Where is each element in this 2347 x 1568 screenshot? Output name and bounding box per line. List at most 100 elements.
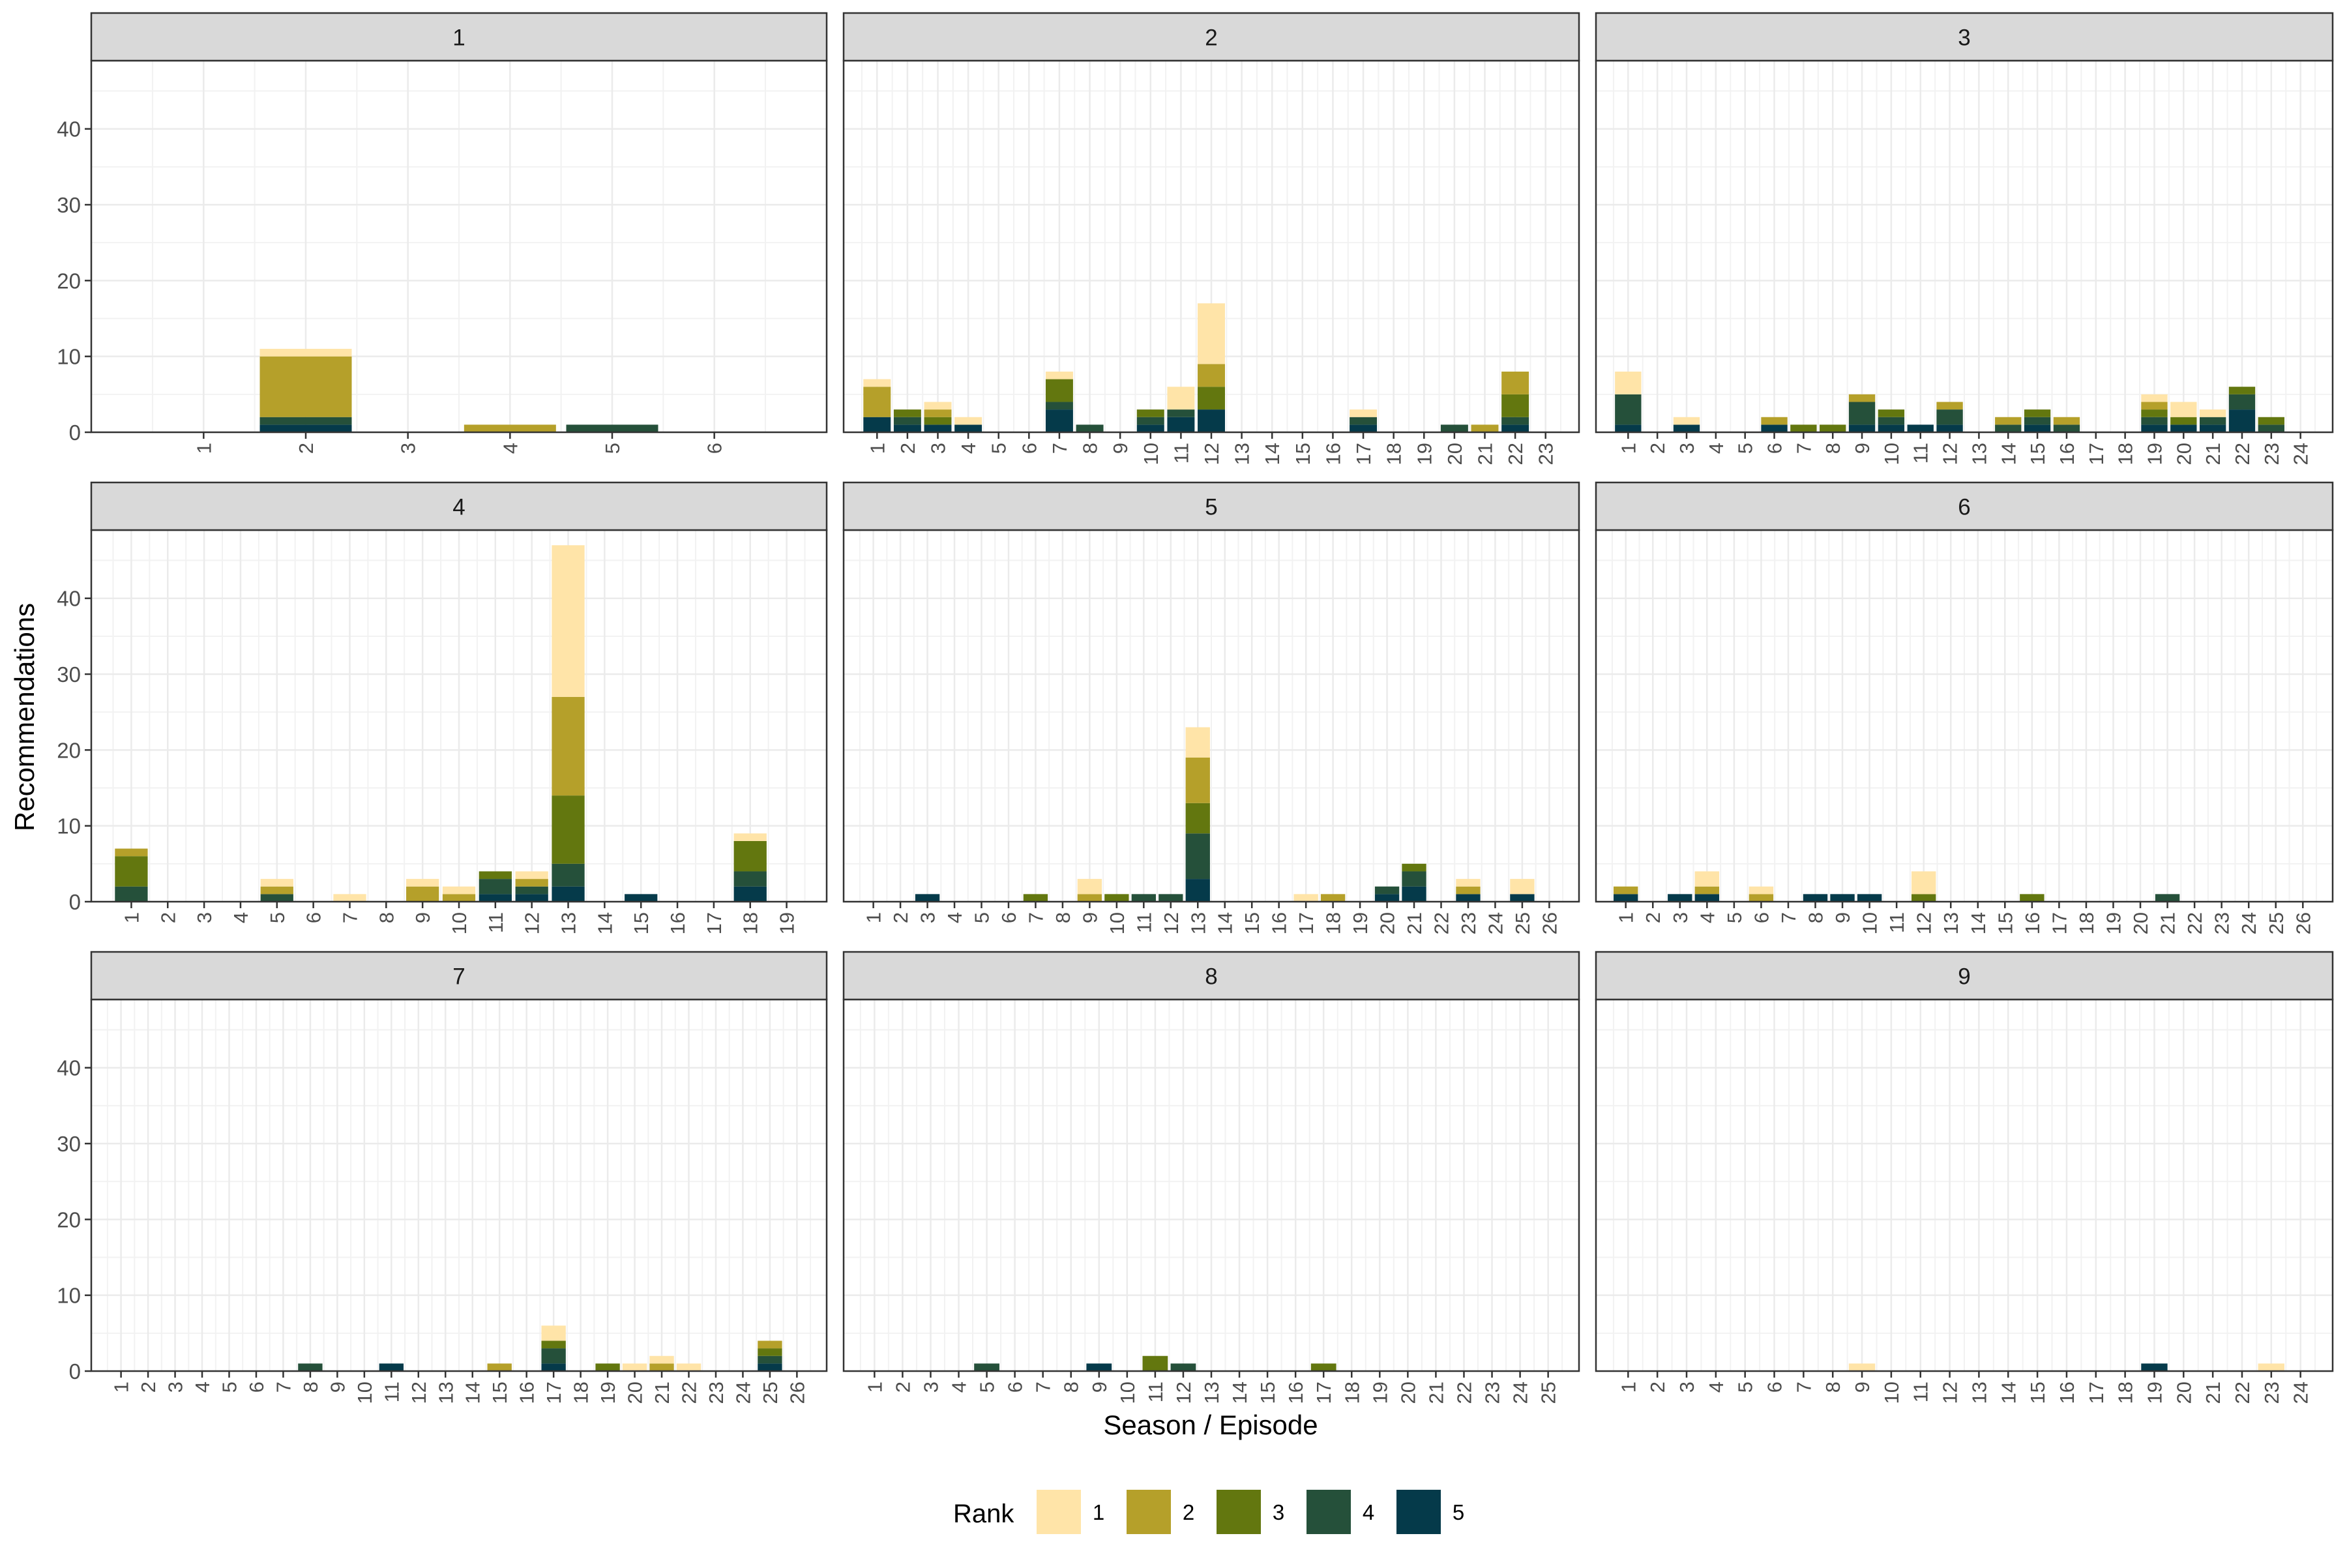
bar-ep9-rank1 bbox=[406, 879, 439, 887]
x-tick-label: 13 bbox=[1968, 443, 1990, 465]
x-tick-label: 9 bbox=[411, 912, 434, 923]
bar-ep15-rank3 bbox=[2024, 409, 2051, 417]
bar-ep9-rank1 bbox=[1077, 879, 1102, 895]
bar-ep21-rank1 bbox=[649, 1355, 674, 1364]
x-tick-label: 6 bbox=[997, 912, 1020, 923]
x-tick-label: 1 bbox=[192, 443, 215, 454]
bar-ep10-rank5 bbox=[1136, 424, 1164, 432]
x-tick-label: 11 bbox=[1910, 1382, 1932, 1402]
bar-ep13-rank3 bbox=[552, 795, 585, 864]
x-tick-label: 1 bbox=[120, 912, 143, 923]
x-tick-label: 8 bbox=[375, 912, 398, 923]
y-tick-label: 40 bbox=[57, 117, 81, 141]
bar-ep12-rank1 bbox=[1198, 303, 1225, 364]
bar-ep4-rank5 bbox=[1694, 894, 1720, 902]
legend: Rank 1 2 3 4 5 bbox=[953, 1490, 1464, 1534]
x-tick-label: 9 bbox=[1851, 1382, 1874, 1393]
x-tick-label: 19 bbox=[1368, 1382, 1391, 1404]
bar-ep20-rank1 bbox=[2170, 402, 2197, 417]
x-tick-label: 13 bbox=[1187, 912, 1209, 934]
x-tick-label: 2 bbox=[896, 443, 919, 454]
bar-ep25-rank4 bbox=[758, 1355, 782, 1364]
bar-ep3-rank3 bbox=[924, 417, 952, 425]
y-tick-label: 20 bbox=[57, 1207, 81, 1232]
bar-ep25-rank5 bbox=[1510, 894, 1535, 902]
bar-ep3-rank1 bbox=[924, 402, 952, 410]
bar-ep6-rank2 bbox=[1749, 894, 1774, 902]
bar-ep12-rank1 bbox=[1911, 871, 1936, 895]
x-tick-label: 16 bbox=[516, 1382, 539, 1404]
x-tick-label: 5 bbox=[988, 443, 1011, 454]
strip-background bbox=[842, 951, 1580, 1001]
bar-ep6-rank2 bbox=[1761, 417, 1788, 425]
x-tick-label: 23 bbox=[2260, 1382, 2283, 1404]
x-tick-label: 20 bbox=[624, 1382, 647, 1404]
bar-ep12-rank2 bbox=[515, 879, 548, 887]
x-tick-label: 22 bbox=[2231, 1382, 2254, 1404]
x-tick-label: 1 bbox=[863, 1382, 886, 1393]
bar-ep5-rank4 bbox=[566, 424, 658, 432]
x-tick-label: 5 bbox=[971, 912, 994, 923]
bar-ep11-rank3 bbox=[479, 871, 512, 880]
y-tick-label: 0 bbox=[69, 1359, 81, 1383]
bar-ep1-rank1 bbox=[863, 379, 891, 387]
y-tick-label: 0 bbox=[69, 890, 81, 914]
strip-label: 8 bbox=[1205, 964, 1217, 990]
y-tick-label: 20 bbox=[57, 269, 81, 293]
y-tick-label: 30 bbox=[57, 1132, 81, 1156]
bar-ep3-rank2 bbox=[924, 409, 952, 417]
bar-ep3-rank5 bbox=[915, 894, 940, 902]
bar-ep9-rank2 bbox=[1848, 394, 1876, 402]
x-tick-label: 18 bbox=[1340, 1382, 1363, 1404]
bar-ep17-rank3 bbox=[541, 1340, 566, 1349]
x-tick-label: 11 bbox=[380, 1382, 403, 1402]
y-axis-title: Recommendations bbox=[9, 603, 40, 831]
x-tick-label: 1 bbox=[1617, 1382, 1640, 1393]
bar-ep12-rank4 bbox=[1159, 894, 1183, 902]
bar-ep11-rank3 bbox=[1142, 1355, 1168, 1371]
bar-ep9-rank1 bbox=[1848, 1363, 1876, 1371]
x-tick-label: 18 bbox=[570, 1382, 593, 1404]
bar-ep12-rank5 bbox=[515, 894, 548, 902]
bar-ep5-rank4 bbox=[974, 1363, 999, 1371]
bar-ep4-rank2 bbox=[1694, 886, 1720, 895]
legend-title: Rank bbox=[953, 1500, 1014, 1528]
bar-ep21-rank4 bbox=[2155, 894, 2180, 902]
legend-key-rank-5 bbox=[1396, 1490, 1441, 1534]
strip-label: 4 bbox=[452, 495, 465, 520]
x-tick-label: 17 bbox=[1295, 912, 1318, 934]
strip-background bbox=[1595, 481, 2334, 531]
bar-ep13-rank4 bbox=[1185, 833, 1210, 880]
bar-ep22-rank3 bbox=[2228, 387, 2256, 394]
panel-season-9: 91 2 3 4 5 6 7 8 9 10 11 12 13 14 15 16 17 18 19 20 21 22 23 24 bbox=[1595, 951, 2334, 1404]
bar-ep16-rank2 bbox=[2053, 417, 2080, 425]
bar-ep8-rank4 bbox=[298, 1363, 323, 1371]
x-tick-label: 14 bbox=[1228, 1382, 1251, 1404]
y-tick-label: 0 bbox=[69, 421, 81, 445]
bar-ep7-rank1 bbox=[1045, 371, 1073, 379]
x-tick-label: 7 bbox=[272, 1382, 295, 1393]
bar-ep21-rank2 bbox=[649, 1363, 674, 1371]
bar-ep4-rank1 bbox=[954, 417, 982, 425]
x-tick-label: 13 bbox=[434, 1382, 457, 1404]
y-tick-label: 10 bbox=[57, 814, 81, 838]
x-tick-label: 7 bbox=[1032, 1382, 1055, 1393]
bar-ep12-rank4 bbox=[515, 886, 548, 895]
x-tick-label: 19 bbox=[2102, 912, 2125, 934]
x-tick-label: 21 bbox=[1403, 912, 1426, 934]
strip-background bbox=[1595, 12, 2334, 62]
bar-ep17-rank1 bbox=[1350, 409, 1378, 417]
bar-ep11-rank4 bbox=[479, 879, 512, 895]
bar-ep12-rank1 bbox=[515, 871, 548, 880]
x-tick-label: 24 bbox=[731, 1382, 754, 1404]
bar-ep21-rank4 bbox=[2199, 417, 2226, 425]
x-tick-label: 9 bbox=[1109, 443, 1132, 454]
bar-ep11-rank5 bbox=[379, 1363, 404, 1371]
x-tick-label: 2 bbox=[1646, 1382, 1669, 1393]
y-tick-label: 30 bbox=[57, 193, 81, 217]
bar-ep17-rank4 bbox=[1350, 417, 1378, 425]
bar-ep9-rank2 bbox=[1077, 894, 1102, 902]
